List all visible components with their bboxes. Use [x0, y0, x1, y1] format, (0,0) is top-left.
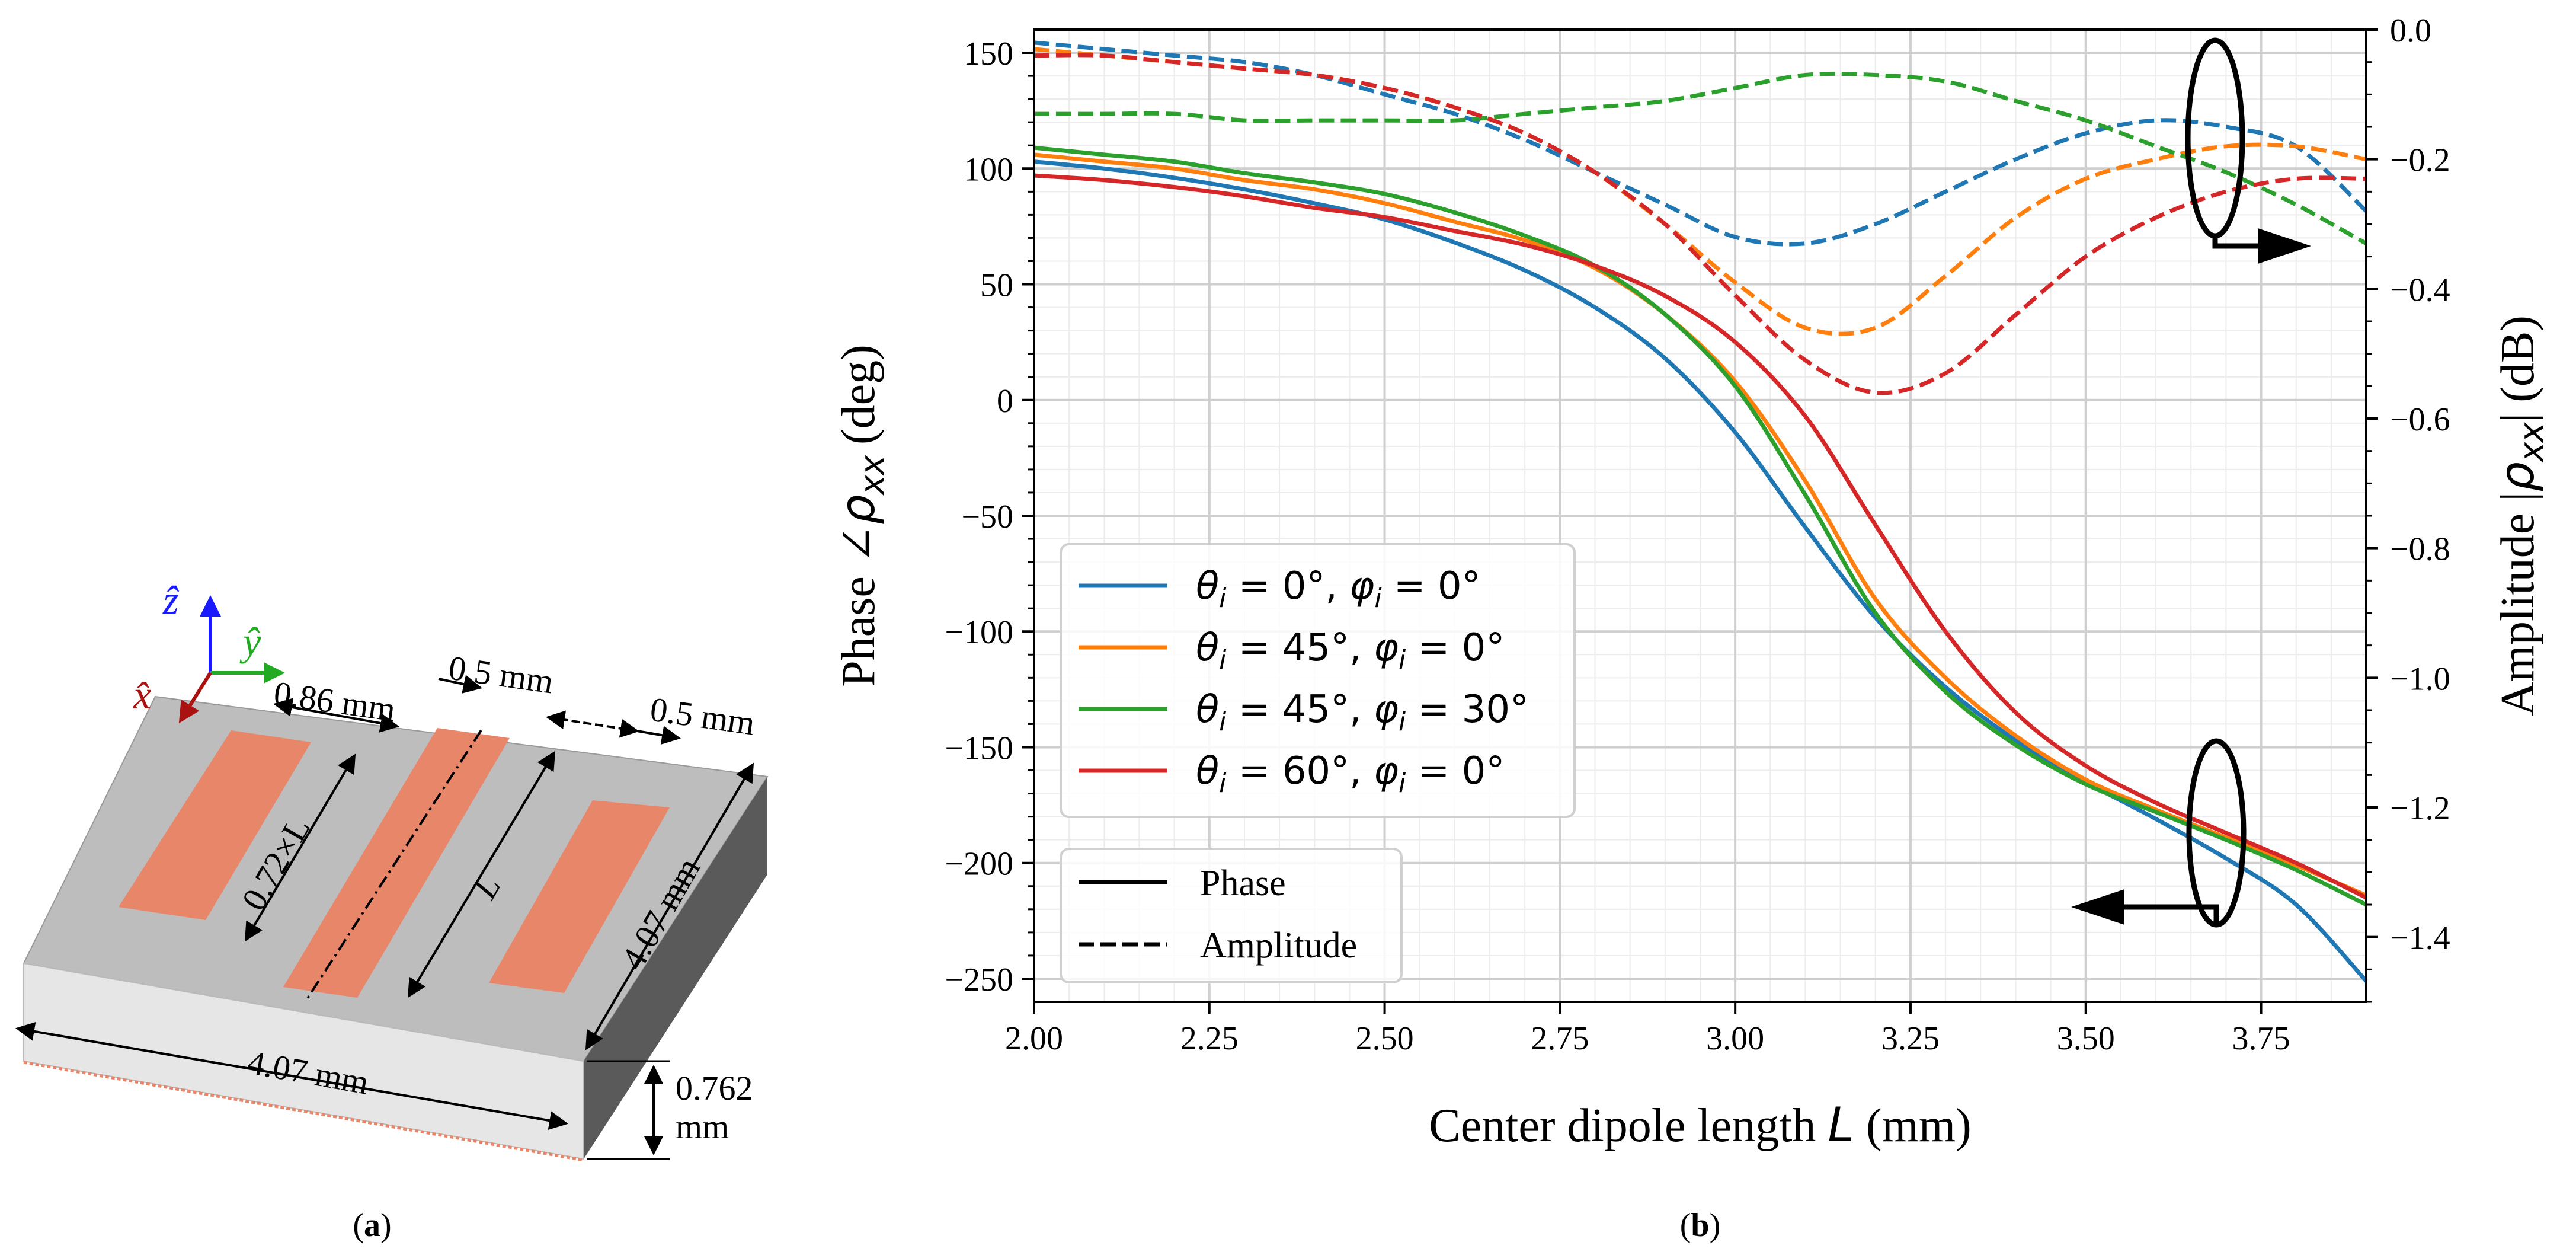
y-left-tick-label: −250: [945, 962, 1013, 998]
amplitude-line-series-2: [1034, 71, 2367, 245]
legend-style-phase-label: Phase: [1200, 863, 1286, 903]
y-left-tick-label: −50: [961, 499, 1013, 535]
panel-a-caption: (a): [353, 1207, 391, 1244]
ticks-layer: 2.00 2.25 2.50 2.75 3.00 3.25 3.50 3.75 150 100 50…: [945, 12, 2450, 1057]
y-right-tick-label: −1.2: [2390, 790, 2450, 827]
y-right-tick-label: −0.6: [2390, 401, 2450, 438]
x-tick-label: 3.50: [2057, 1020, 2115, 1057]
y-left-tick-label: −100: [945, 614, 1013, 651]
y-right-tick-label: −0.8: [2390, 531, 2450, 568]
y-right-tick-label: −1.4: [2390, 920, 2450, 957]
dim-width-center-label: 0.5 mm: [446, 649, 556, 701]
z-axis-label: ẑ: [162, 577, 179, 622]
y-left-tick-label: 0: [997, 383, 1013, 420]
amplitude-line-series-1: [1033, 47, 2367, 336]
y-right-tick-label: 0.0: [2390, 12, 2431, 49]
x-tick-label: 3.25: [1881, 1020, 1940, 1057]
legend-styles: Phase Amplitude: [1060, 848, 1403, 983]
x-tick-label: 2.75: [1531, 1020, 1589, 1057]
y-left-tick-label: 150: [964, 36, 1013, 72]
dim-depth-line: [585, 762, 754, 1050]
phase-line-series-2: [1033, 145, 2367, 907]
dim-gap-right-line: [546, 710, 639, 738]
x-tick-label: 2.25: [1180, 1020, 1239, 1057]
y-axis-label: ŷ: [239, 619, 261, 664]
phase-line-series-1: [1033, 152, 2367, 898]
y-right-axis-title: Amplitude |ρxx|(dB): [2489, 315, 2551, 716]
amplitude-arrowhead: [2258, 228, 2311, 264]
x-axis-arrow: [178, 672, 212, 724]
dim-width-center-line: [438, 675, 482, 694]
x-axis-label: x̂: [133, 672, 151, 717]
legend-style-amplitude-label: Amplitude: [1200, 925, 1357, 966]
dim-center-length-line: [407, 751, 556, 998]
x-tick-label: 2.00: [1005, 1020, 1063, 1057]
phase-arrowhead: [2071, 889, 2124, 925]
dim-width-right-line: [636, 726, 681, 745]
dim-front-line: [15, 1022, 568, 1130]
dim-thickness-value: 0.762: [676, 1069, 753, 1107]
phase-amplitude-chart: 2.00 2.25 2.50 2.75 3.00 3.25 3.50 3.75 150 100 50…: [830, 12, 2551, 1244]
dim-gap-left-line: [273, 698, 399, 733]
legend-series-box: [1060, 543, 1576, 818]
x-tick-label: 3.00: [1706, 1020, 1764, 1057]
y-left-tick-label: −150: [945, 730, 1013, 767]
panel-b-caption: (b): [1680, 1207, 1720, 1244]
legend-label-series-3: θi = 60°, φi = 0°: [1196, 749, 1505, 799]
y-left-axis-title: Phase ∠ρxx(deg): [830, 344, 892, 687]
x-tick-label: 2.50: [1356, 1020, 1414, 1057]
phase-left-axis-arrow: [2111, 904, 2219, 925]
dim-thickness-unit: mm: [676, 1107, 729, 1146]
y-left-tick-label: −200: [945, 846, 1013, 883]
amplitude-line-series-3: [1033, 53, 2367, 395]
x-axis-title: Center dipole length L (mm): [1429, 1097, 1971, 1152]
x-tick-label: 3.75: [2232, 1020, 2290, 1057]
unit-cell-illustration: ẑ ŷ x̂ 0.86 mm 0.5 mm 0.5 mm 0.72×L L 4.…: [15, 577, 769, 1244]
legend-label-series-0: θi = 0°, φi = 0°: [1196, 564, 1481, 614]
series-layer: [1033, 40, 2368, 983]
amplitude-line-series-0: [1033, 40, 2368, 247]
legend-label-series-2: θi = 45°, φi = 30°: [1196, 688, 1529, 737]
y-left-tick-label: 100: [964, 151, 1013, 188]
y-right-tick-label: −0.2: [2390, 142, 2450, 179]
phase-line-series-0: [1033, 159, 2368, 983]
legend-series: θi = 0°, φi = 0° θi = 45°, φi = 0° θi = 45…: [1060, 543, 1576, 818]
dim-outer-length-line: [244, 753, 356, 942]
y-right-tick-label: −1.0: [2390, 660, 2450, 697]
legend-label-series-1: θi = 45°, φi = 0°: [1196, 626, 1505, 675]
phase-line-series-3: [1033, 173, 2367, 900]
y-left-tick-label: 50: [980, 267, 1013, 304]
y-right-tick-label: −0.4: [2390, 272, 2450, 308]
